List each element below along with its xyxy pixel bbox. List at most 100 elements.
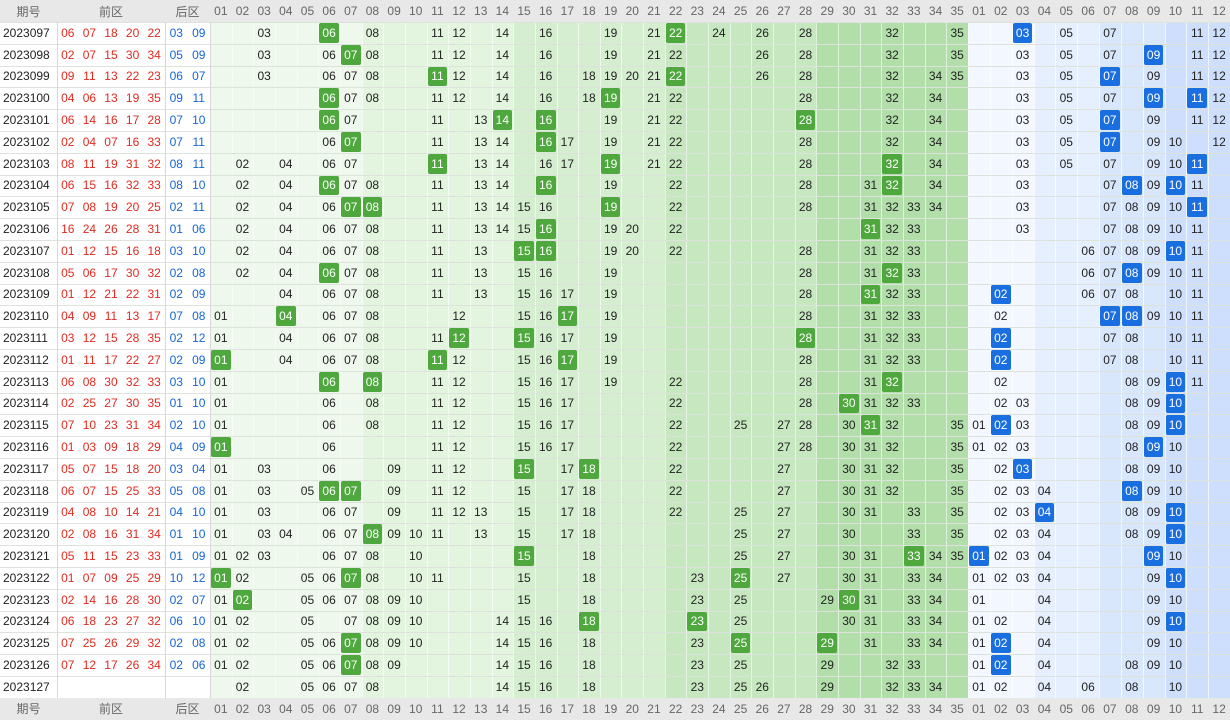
- trend-cell: 30: [842, 527, 856, 542]
- trend-cell: 11: [1191, 178, 1204, 193]
- trend-cell: 06: [1081, 265, 1095, 280]
- trend-cell: 05: [1059, 134, 1073, 149]
- issue: 2023114: [3, 396, 49, 411]
- trend-cell: 19: [603, 331, 618, 346]
- trend-cell: 12: [1212, 91, 1226, 106]
- trend-cell: 07: [1103, 200, 1117, 215]
- front-number: 25: [125, 483, 140, 498]
- trend-cell: 16: [538, 47, 553, 62]
- front-number: 09: [104, 440, 118, 455]
- front-number: 31: [147, 287, 161, 302]
- trend-cell: 11: [431, 396, 444, 411]
- trend-cell: 12: [452, 352, 466, 367]
- front-hit: 33: [904, 546, 924, 566]
- back-number: 10: [192, 113, 206, 128]
- trend-cell: 07: [344, 592, 358, 607]
- front-number: 18: [104, 25, 118, 40]
- trend-cell: 26: [755, 69, 769, 84]
- front-number: 06: [61, 178, 75, 193]
- trend-cell: 14: [495, 636, 510, 651]
- trend-cell: 08: [1125, 374, 1139, 389]
- column-header: 15: [517, 4, 531, 18]
- trend-cell: 01: [214, 614, 228, 629]
- column-header: 21: [647, 4, 661, 18]
- back-number: 08: [192, 309, 206, 324]
- front-number: 26: [104, 636, 118, 651]
- column-header: 16: [538, 701, 553, 716]
- trend-cell: 11: [431, 570, 444, 585]
- trend-cell: 09: [1146, 396, 1161, 411]
- trend-cell: 34: [928, 636, 943, 651]
- trend-cell: 19: [603, 287, 618, 302]
- trend-cell: 08: [365, 679, 380, 694]
- trend-cell: 01: [972, 658, 986, 673]
- trend-cell: 02: [994, 527, 1008, 542]
- trend-cell: 32: [885, 113, 899, 128]
- front-hit: 18: [579, 611, 599, 632]
- front-number: 04: [61, 309, 75, 324]
- back-number: 09: [192, 549, 206, 564]
- front-number: 25: [147, 200, 161, 215]
- trend-cell: 08: [365, 309, 380, 324]
- column-header: 22: [668, 701, 683, 716]
- back-number: 06: [192, 658, 206, 673]
- trend-cell: 12: [452, 505, 466, 520]
- trend-cell: 05: [300, 614, 315, 629]
- front-number: 18: [125, 440, 140, 455]
- trend-cell: 07: [344, 352, 358, 367]
- trend-cell: 13: [474, 265, 488, 280]
- front-number: 12: [82, 331, 97, 346]
- trend-cell: 08: [365, 178, 380, 193]
- trend-cell: 03: [1015, 178, 1030, 193]
- front-number: 29: [125, 636, 140, 651]
- trend-cell: 16: [538, 374, 553, 389]
- trend-cell: 33: [907, 396, 921, 411]
- trend-cell: 07: [1103, 287, 1117, 302]
- front-number: 11: [83, 352, 96, 367]
- front-number: 09: [61, 69, 75, 84]
- trend-cell: 03: [1015, 156, 1030, 171]
- back-number: 03: [169, 374, 183, 389]
- back-number: 09: [169, 91, 183, 106]
- column-header: 35: [950, 701, 964, 716]
- trend-cell: 01: [214, 483, 228, 498]
- column-header: 07: [344, 701, 358, 716]
- column-header: 01: [214, 701, 228, 716]
- trend-cell: 07: [1103, 243, 1117, 258]
- front-number: 34: [147, 527, 161, 542]
- trend-cell: 10: [409, 614, 423, 629]
- front-number: 16: [125, 134, 140, 149]
- issue: 2023115: [3, 418, 49, 433]
- trend-cell: 28: [798, 265, 813, 280]
- front-hit: 22: [665, 66, 686, 87]
- front-number: 04: [61, 505, 75, 520]
- back-number: 08: [192, 483, 206, 498]
- column-bg: [491, 22, 515, 698]
- trend-cell: 05: [1059, 69, 1073, 84]
- front-number: 19: [125, 91, 140, 106]
- col-line: [210, 0, 211, 720]
- trend-cell: 09: [1146, 527, 1161, 542]
- column-bg: [1055, 22, 1079, 698]
- front-number: 06: [82, 91, 97, 106]
- column-bg: [599, 22, 623, 698]
- front-number: 16: [104, 113, 118, 128]
- column-header: 09: [1146, 701, 1161, 716]
- issue: 2023122: [3, 570, 50, 585]
- trend-cell: 19: [603, 265, 618, 280]
- front-number: 10: [82, 418, 97, 433]
- trend-cell: 31: [863, 592, 878, 607]
- front-number: 28: [125, 222, 140, 237]
- back-number: 01: [169, 222, 183, 237]
- front-number: 30: [104, 374, 118, 389]
- trend-cell: 10: [1168, 461, 1183, 476]
- trend-cell: 06: [322, 287, 336, 302]
- front-number: 32: [125, 374, 140, 389]
- back-number: 01: [169, 396, 183, 411]
- trend-cell: 02: [235, 178, 250, 193]
- front-hit: 32: [882, 371, 903, 392]
- front-number: 09: [82, 309, 97, 324]
- trend-cell: 33: [907, 352, 921, 367]
- trend-cell: 04: [279, 243, 293, 258]
- issue: 2023109: [3, 287, 50, 302]
